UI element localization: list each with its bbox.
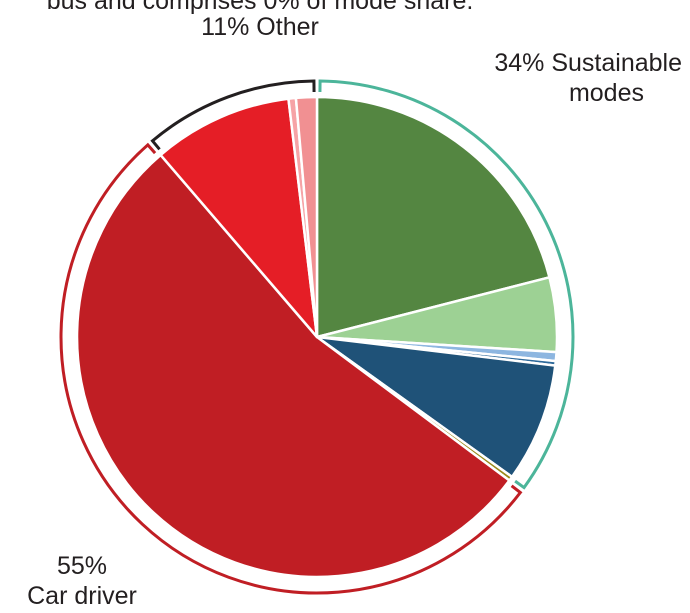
group-brackets (59, 79, 575, 595)
group-bracket-0 (318, 79, 575, 490)
pie-slice-4 (315, 335, 557, 479)
sustainable-group-label: 34% Sustainable modes (494, 48, 682, 108)
car-driver-label-line1: 55% (56, 552, 108, 580)
car-driver-group-label: 55% Car driver (12, 551, 152, 611)
top-note-label: bus and comprises 0% of mode share. (46, 0, 474, 15)
car-driver-label-line2: Car driver (27, 582, 137, 610)
sustainable-label-line2: modes (568, 79, 644, 107)
pie-slice-0 (315, 95, 551, 339)
other-group-label: 11% Other (201, 13, 319, 41)
sustainable-label-line1: 34% Sustainable (494, 49, 682, 77)
pie-slice-7 (159, 97, 319, 339)
pie-slices (75, 95, 559, 579)
pie-slice-6 (75, 153, 511, 579)
group-bracket-1 (59, 142, 523, 595)
pie-slice-9 (294, 95, 319, 339)
group-bracket-2 (150, 79, 316, 151)
